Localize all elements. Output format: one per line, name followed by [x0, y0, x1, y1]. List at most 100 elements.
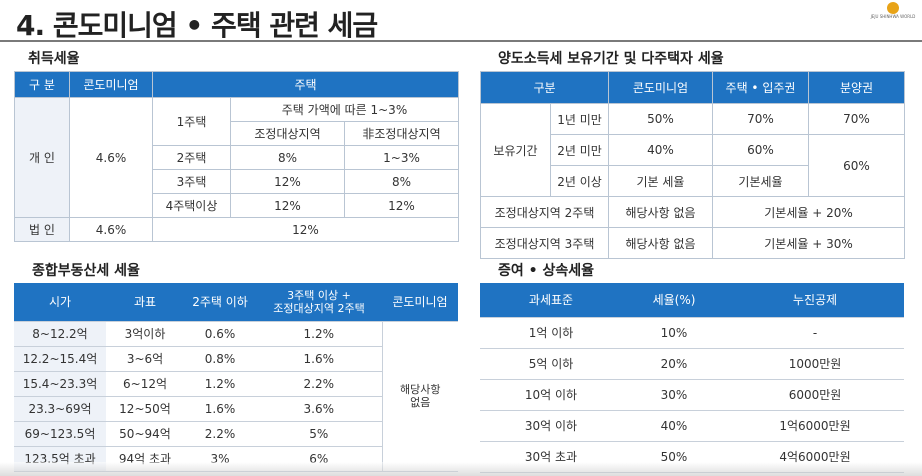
price-cell: 8~12.2억	[14, 321, 106, 347]
header-rate: 세율(%)	[622, 283, 726, 318]
header-condo: 콘도미니엄	[69, 71, 153, 98]
presale-rate: 70%	[808, 103, 905, 135]
bottom-shadow	[0, 462, 922, 476]
acquisition-tax-table: 구 분 콘도미니엄 주택 개 인 4.6% 1주택 주택 가액에 따른 1~3%…	[14, 71, 459, 242]
period-label: 1년 미만	[550, 103, 609, 135]
tax-base-cell: 1억 이하	[480, 317, 622, 349]
table-row: 15.4~23.3억 6~12억 1.2% 2.2%	[14, 371, 458, 397]
rate-cell: 10%	[622, 317, 726, 349]
adjusted-area-label: 조정대상지역	[230, 121, 345, 146]
logo-icon	[887, 2, 899, 14]
table-header-row: 과세표준 세율(%) 누진공제	[480, 283, 904, 318]
two-house-rate: 1.2%	[184, 371, 256, 397]
period-label: 2년 이상	[550, 165, 609, 197]
condo-rate: 해당사항 없음	[608, 227, 713, 259]
header-gubun: 구 분	[14, 71, 70, 98]
deduction-cell: -	[726, 317, 904, 349]
adjusted-3-rate: 기본세율 + 30%	[712, 227, 905, 259]
non-adjusted-area-label: 非조정대상지역	[344, 121, 459, 146]
header-tax-base: 과세표준	[480, 283, 622, 318]
table-row: 3주택 12% 8%	[15, 169, 459, 194]
personal-condo-rate: 4.6%	[69, 97, 153, 218]
header-base: 과표	[106, 283, 184, 322]
two-house-rate: 0.8%	[184, 346, 256, 372]
deduction-cell: 6000만원	[726, 379, 904, 411]
condo-rate-line1: 해당사항	[400, 383, 441, 396]
row-label: 3주택	[152, 169, 231, 194]
table-header-row: 시가 과표 2주택 이하 3주택 이상 + 조정대상지역 2주택 콘도미니엄	[14, 283, 458, 322]
table-row: 2주택 8% 1~3%	[15, 145, 459, 170]
table-row: 30억 이하 40% 1억6000만원	[480, 410, 904, 442]
rate-cell: 40%	[622, 410, 726, 442]
header-price: 시가	[14, 283, 106, 322]
condo-rate: 기본 세율	[608, 165, 713, 197]
table-row: 법 인 4.6% 12%	[14, 217, 459, 242]
table-row: 23.3~69억 12~50억 1.6% 3.6%	[14, 396, 458, 422]
table-row: 보유기간 1년 미만 50% 70% 70%	[480, 103, 905, 197]
house-rate: 70%	[712, 103, 809, 135]
deduction-cell: 1억6000만원	[726, 410, 904, 442]
adjusted-2-label: 조정대상지역 2주택	[480, 196, 609, 228]
table-row: 개 인 4.6% 1주택 주택 가액에 따른 1~3%	[14, 97, 459, 218]
header-presale: 분양권	[808, 71, 905, 104]
acquisition-tax-heading: 취득세율	[28, 51, 80, 67]
adjusted-3-label: 조정대상지역 3주택	[480, 227, 609, 259]
title-divider	[0, 40, 922, 42]
two-house-rate: 1.6%	[184, 396, 256, 422]
period-label: 2년 미만	[550, 134, 609, 166]
logo-text: JEJU SHINHWA WORLD	[870, 14, 916, 19]
rate-cell: 30%	[622, 379, 726, 411]
non-adjusted-rate: 8%	[344, 169, 459, 194]
corporate-house-rate: 12%	[152, 217, 459, 242]
header-two-house: 2주택 이하	[184, 283, 256, 322]
corporate-label: 법 인	[14, 217, 70, 242]
house-rate: 기본세율	[712, 165, 809, 197]
three-house-rate: 1.2%	[256, 321, 382, 347]
condo-rate: 해당사항 없음	[381, 321, 458, 472]
base-cell: 3~6억	[106, 346, 184, 372]
tax-base-cell: 10억 이하	[480, 379, 622, 411]
two-house-rate: 0.6%	[184, 321, 256, 347]
comprehensive-tax-heading: 종합부동산세 세율	[32, 263, 140, 279]
house-rate: 60%	[712, 134, 809, 166]
table-header-row: 구분 콘도미니엄 주택 • 입주권 분양권	[480, 71, 905, 104]
header-house: 주택 • 입주권	[712, 71, 809, 104]
gift-inheritance-tax-table: 과세표준 세율(%) 누진공제 1억 이하 10% - 5억 이하 20% 10…	[480, 283, 904, 473]
price-cell: 12.2~15.4억	[14, 346, 106, 372]
table-row: 1억 이하 10% -	[480, 317, 904, 349]
header-gubun: 구분	[480, 71, 609, 104]
price-cell: 69~123.5억	[14, 421, 106, 447]
deduction-cell: 1000만원	[726, 348, 904, 380]
base-cell: 6~12억	[106, 371, 184, 397]
price-cell: 15.4~23.3억	[14, 371, 106, 397]
three-house-rate: 3.6%	[256, 396, 382, 422]
table-row: 2년 이상 기본 세율 기본세율	[481, 165, 905, 197]
non-adjusted-rate: 12%	[344, 193, 459, 218]
header-condo: 콘도미니엄	[382, 283, 458, 322]
two-house-rate: 2.2%	[184, 421, 256, 447]
tax-base-cell: 5억 이하	[480, 348, 622, 380]
condo-rate-line2: 없음	[410, 396, 431, 409]
base-cell: 50~94억	[106, 421, 184, 447]
header-condo: 콘도미니엄	[608, 71, 713, 104]
comprehensive-tax-table: 시가 과표 2주택 이하 3주택 이상 + 조정대상지역 2주택 콘도미니엄 8…	[14, 283, 458, 472]
header-house: 주택	[152, 71, 459, 98]
price-cell: 23.3~69억	[14, 396, 106, 422]
table-row: 조정대상지역 2주택 해당사항 없음 기본세율 + 20%	[480, 196, 905, 228]
brand-logo: JEJU SHINHWA WORLD	[870, 2, 916, 24]
one-house-rate: 주택 가액에 따른 1~3%	[230, 97, 459, 122]
adjusted-rate: 8%	[230, 145, 345, 170]
page-title: 4. 콘도미니엄 • 주택 관련 세금	[16, 9, 378, 42]
three-house-rate: 5%	[256, 421, 382, 447]
table-row: 69~123.5억 50~94억 2.2% 5%	[14, 421, 458, 447]
row-label: 2주택	[152, 145, 231, 170]
table-row: 10억 이하 30% 6000만원	[480, 379, 904, 411]
table-row: 2년 미만 40% 60% 60%	[481, 134, 905, 197]
header-three-house-line2: 조정대상지역 2주택	[273, 301, 365, 315]
corporate-condo-rate: 4.6%	[69, 217, 153, 242]
table-row: 12.2~15.4억 3~6억 0.8% 1.6%	[14, 346, 458, 372]
adjusted-rate: 12%	[230, 193, 345, 218]
table-row: 조정대상지역 非조정대상지역	[15, 121, 459, 146]
gift-inheritance-tax-heading: 증여 • 상속세율	[498, 263, 594, 279]
condo-rate: 40%	[608, 134, 713, 166]
